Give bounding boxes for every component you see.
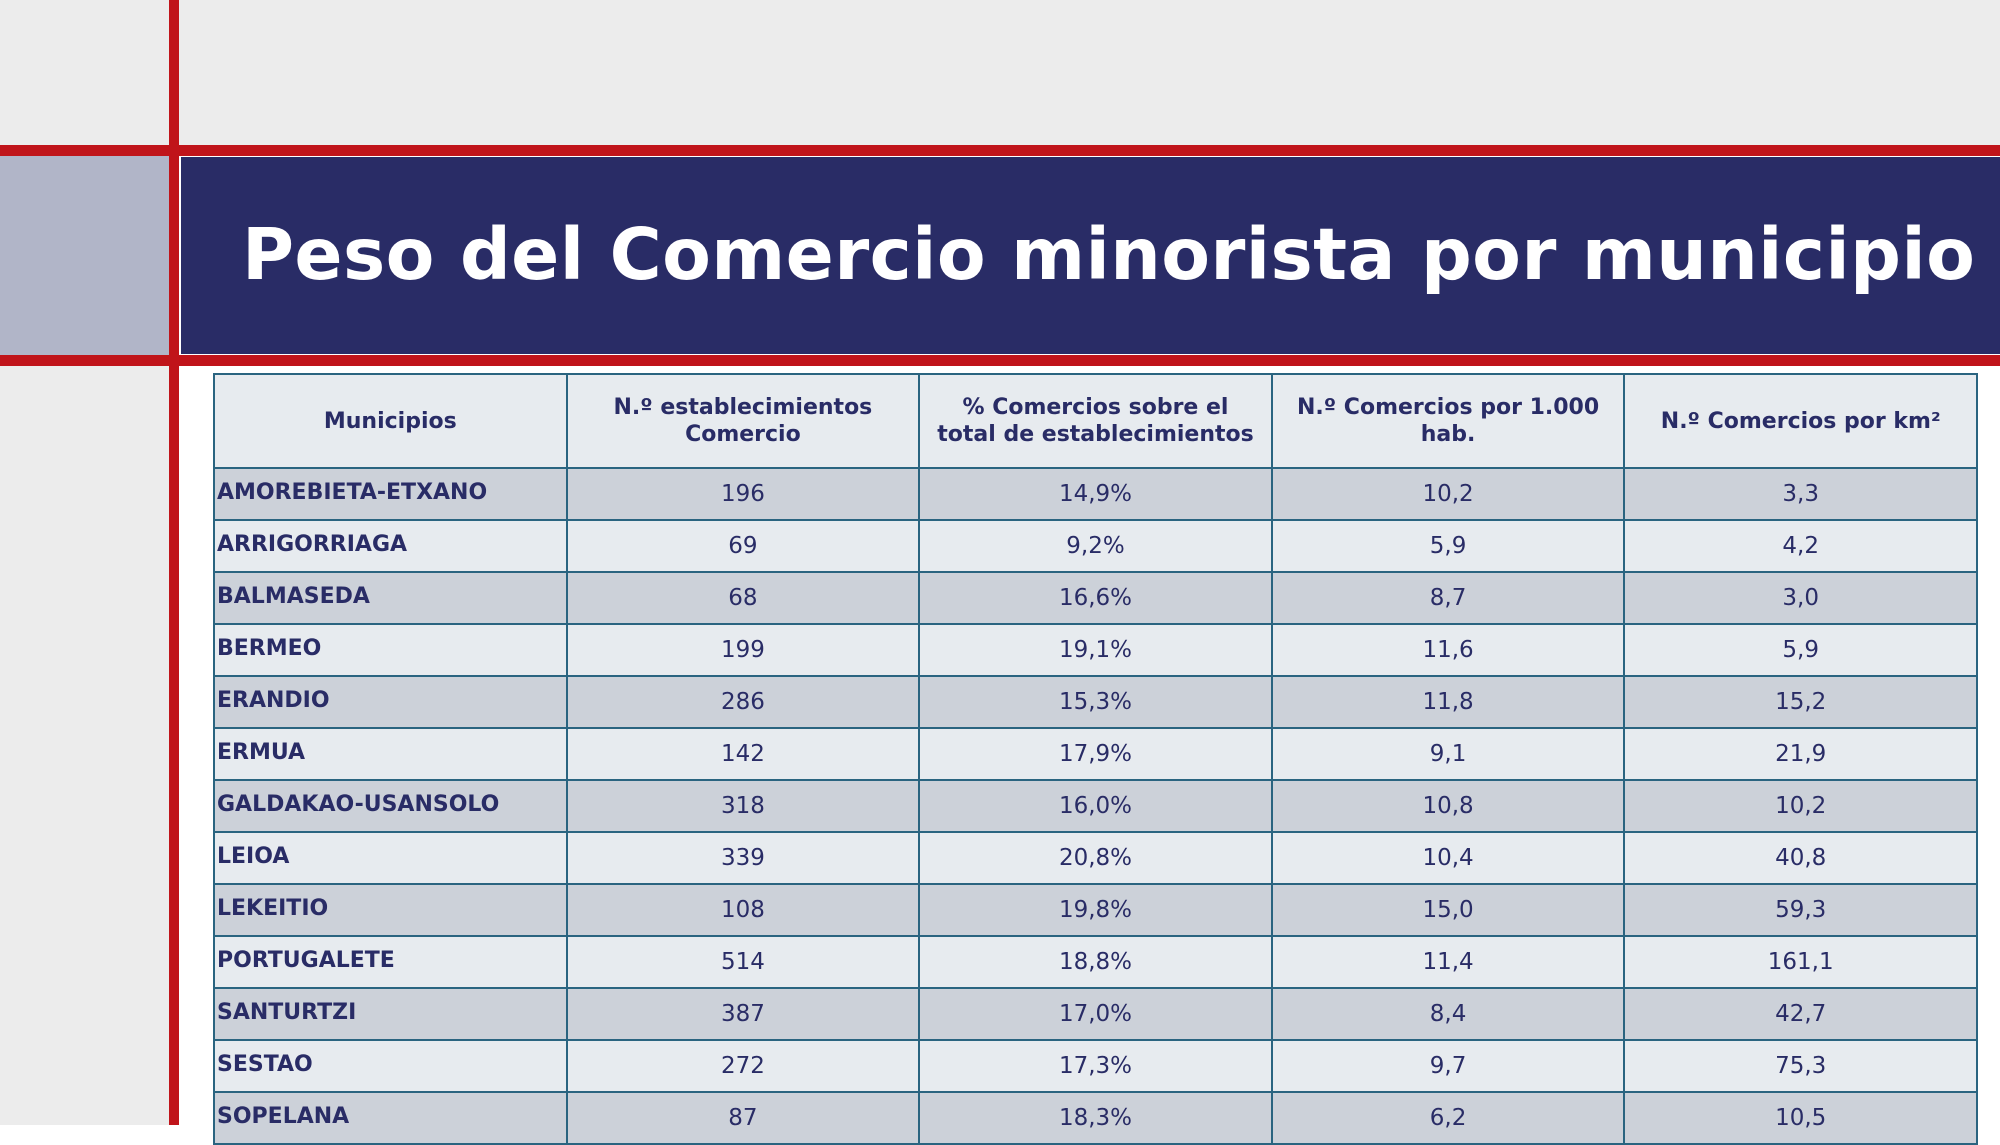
cell-por-habitantes: 6,2 [1270, 1091, 1626, 1145]
cell-municipio: BALMASEDA [213, 571, 568, 625]
cell-por-habitantes: 15,0 [1270, 883, 1626, 937]
cell-porcentaje: 19,8% [918, 883, 1273, 937]
cell-porcentaje: 9,2% [918, 519, 1273, 573]
cell-establecimientos: 339 [565, 831, 921, 885]
cell-por-km2: 10,5 [1623, 1091, 1978, 1145]
cell-por-habitantes: 11,4 [1270, 935, 1626, 989]
cell-municipio: BERMEO [213, 623, 568, 677]
cell-por-km2: 40,8 [1623, 831, 1978, 885]
cell-por-habitantes: 8,7 [1270, 571, 1626, 625]
decorative-block [0, 155, 172, 357]
cell-porcentaje: 20,8% [918, 831, 1273, 885]
cell-porcentaje: 14,9% [918, 467, 1273, 521]
municipality-table: Municipios N.º establecimientos Comercio… [213, 373, 1978, 1145]
cell-por-km2: 75,3 [1623, 1039, 1978, 1093]
red-vertical-line [169, 0, 179, 1125]
cell-por-km2: 4,2 [1623, 519, 1978, 573]
table-row: ARRIGORRIAGA 69 9,2% 5,9 4,2 [213, 519, 1978, 573]
cell-por-km2: 161,1 [1623, 935, 1978, 989]
cell-municipio: LEIOA [213, 831, 568, 885]
cell-establecimientos: 514 [565, 935, 921, 989]
header-establecimientos: N.º establecimientos Comercio [565, 373, 921, 469]
header-porcentaje: % Comercios sobre el total de establecim… [918, 373, 1273, 469]
cell-por-habitantes: 10,2 [1270, 467, 1626, 521]
header-por-km2: N.º Comercios por km² [1623, 373, 1978, 469]
cell-establecimientos: 108 [565, 883, 921, 937]
cell-municipio: ERMUA [213, 727, 568, 781]
cell-establecimientos: 387 [565, 987, 921, 1041]
table-row: SOPELANA 87 18,3% 6,2 10,5 [213, 1091, 1978, 1145]
cell-municipio: ERANDIO [213, 675, 568, 729]
cell-por-habitantes: 9,7 [1270, 1039, 1626, 1093]
title-bar [181, 157, 2000, 354]
cell-por-habitantes: 8,4 [1270, 987, 1626, 1041]
table-row: LEKEITIO 108 19,8% 15,0 59,3 [213, 883, 1978, 937]
cell-porcentaje: 17,9% [918, 727, 1273, 781]
cell-porcentaje: 17,3% [918, 1039, 1273, 1093]
table-body: AMOREBIETA-ETXANO 196 14,9% 10,2 3,3 ARRIGORR… [213, 467, 1978, 1145]
cell-por-km2: 3,0 [1623, 571, 1978, 625]
cell-establecimientos: 199 [565, 623, 921, 677]
cell-establecimientos: 272 [565, 1039, 921, 1093]
red-horizontal-line-top [0, 145, 2000, 156]
table-row: ERANDIO 286 15,3% 11,8 15,2 [213, 675, 1978, 729]
table-row: PORTUGALETE 514 18,8% 11,4 161,1 [213, 935, 1978, 989]
cell-por-habitantes: 10,8 [1270, 779, 1626, 833]
background-top [0, 0, 2000, 147]
cell-por-habitantes: 9,1 [1270, 727, 1626, 781]
cell-establecimientos: 286 [565, 675, 921, 729]
cell-por-km2: 21,9 [1623, 727, 1978, 781]
cell-porcentaje: 16,6% [918, 571, 1273, 625]
cell-establecimientos: 196 [565, 467, 921, 521]
cell-por-km2: 59,3 [1623, 883, 1978, 937]
header-municipios: Municipios [213, 373, 568, 469]
cell-municipio: GALDAKAO-USANSOLO [213, 779, 568, 833]
cell-establecimientos: 68 [565, 571, 921, 625]
cell-establecimientos: 318 [565, 779, 921, 833]
cell-por-habitantes: 10,4 [1270, 831, 1626, 885]
red-horizontal-line-bottom [0, 355, 2000, 366]
cell-porcentaje: 16,0% [918, 779, 1273, 833]
cell-municipio: AMOREBIETA-ETXANO [213, 467, 568, 521]
slide-title: Peso del Comercio minorista por municipi… [242, 213, 1976, 296]
table-row: LEIOA 339 20,8% 10,4 40,8 [213, 831, 1978, 885]
cell-establecimientos: 142 [565, 727, 921, 781]
cell-municipio: SESTAO [213, 1039, 568, 1093]
cell-por-km2: 15,2 [1623, 675, 1978, 729]
header-por-habitantes: N.º Comercios por 1.000 hab. [1270, 373, 1626, 469]
cell-por-km2: 10,2 [1623, 779, 1978, 833]
table-row: AMOREBIETA-ETXANO 196 14,9% 10,2 3,3 [213, 467, 1978, 521]
cell-municipio: LEKEITIO [213, 883, 568, 937]
table-row: SANTURTZI 387 17,0% 8,4 42,7 [213, 987, 1978, 1041]
cell-por-habitantes: 11,6 [1270, 623, 1626, 677]
cell-por-km2: 5,9 [1623, 623, 1978, 677]
cell-porcentaje: 18,3% [918, 1091, 1273, 1145]
cell-por-habitantes: 11,8 [1270, 675, 1626, 729]
table-header-row: Municipios N.º establecimientos Comercio… [213, 373, 1978, 469]
cell-porcentaje: 18,8% [918, 935, 1273, 989]
cell-por-km2: 3,3 [1623, 467, 1978, 521]
table-row: BERMEO 199 19,1% 11,6 5,9 [213, 623, 1978, 677]
cell-municipio: SANTURTZI [213, 987, 568, 1041]
cell-establecimientos: 69 [565, 519, 921, 573]
cell-municipio: SOPELANA [213, 1091, 568, 1145]
cell-establecimientos: 87 [565, 1091, 921, 1145]
cell-porcentaje: 17,0% [918, 987, 1273, 1041]
table-row: GALDAKAO-USANSOLO 318 16,0% 10,8 10,2 [213, 779, 1978, 833]
cell-municipio: PORTUGALETE [213, 935, 568, 989]
cell-porcentaje: 19,1% [918, 623, 1273, 677]
table-row: BALMASEDA 68 16,6% 8,7 3,0 [213, 571, 1978, 625]
table-row: SESTAO 272 17,3% 9,7 75,3 [213, 1039, 1978, 1093]
cell-por-habitantes: 5,9 [1270, 519, 1626, 573]
cell-porcentaje: 15,3% [918, 675, 1273, 729]
cell-por-km2: 42,7 [1623, 987, 1978, 1041]
table-row: ERMUA 142 17,9% 9,1 21,9 [213, 727, 1978, 781]
cell-municipio: ARRIGORRIAGA [213, 519, 568, 573]
